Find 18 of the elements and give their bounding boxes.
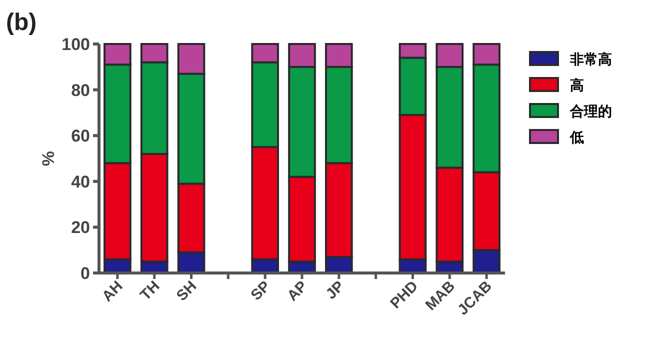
x-tick-label: SH — [173, 278, 200, 305]
x-tick-label: JP — [322, 278, 348, 303]
legend-label: 合理的 — [569, 103, 612, 119]
x-tick-label: SP — [248, 278, 274, 304]
y-axis-title: % — [39, 150, 58, 166]
chart-title: (b) — [6, 9, 37, 36]
y-tick-label: 40 — [71, 172, 90, 192]
x-tick-label: AH — [98, 278, 126, 306]
y-tick-label: 100 — [62, 35, 90, 54]
legend-label: 高 — [570, 77, 584, 93]
x-tick-label: AP — [284, 278, 311, 305]
y-tick-label: 20 — [71, 218, 90, 238]
y-tick-label: 60 — [71, 126, 90, 146]
y-tick-label: 80 — [71, 80, 90, 100]
legend-label: 低 — [569, 129, 584, 145]
x-tick-label: TH — [137, 278, 164, 304]
legend-label: 非常高 — [569, 51, 612, 67]
y-tick-label: 0 — [80, 264, 90, 283]
